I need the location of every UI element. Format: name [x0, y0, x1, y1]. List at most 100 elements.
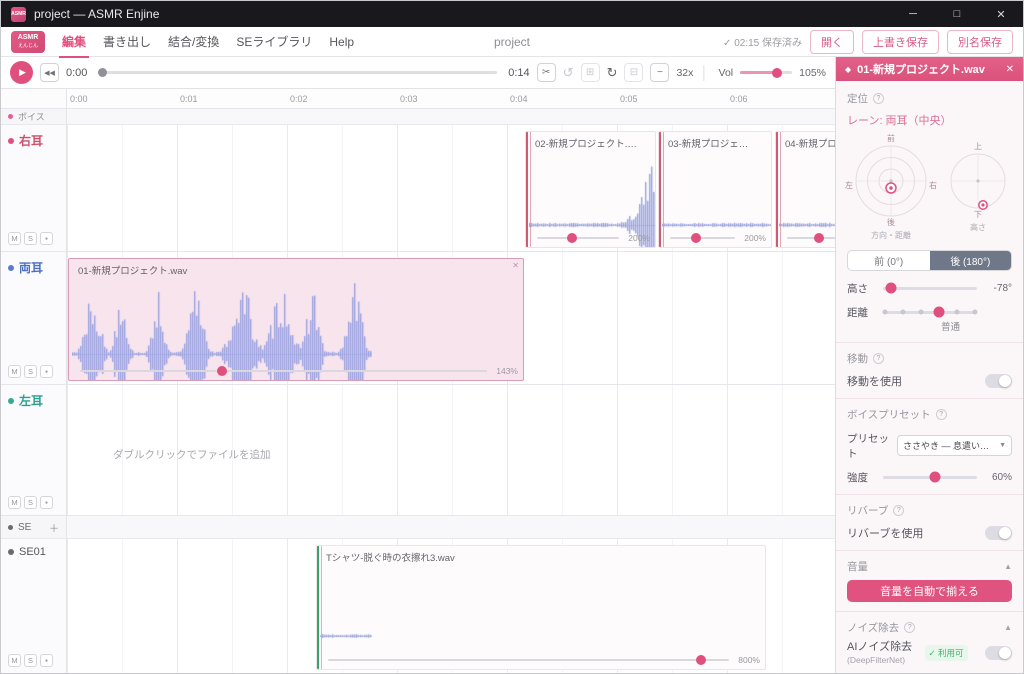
clip-volume-slider[interactable] — [670, 233, 735, 243]
height-slider[interactable] — [883, 282, 977, 294]
marker-button[interactable]: ⊟ — [624, 63, 644, 82]
strength-slider[interactable] — [883, 471, 977, 483]
clip-04[interactable]: 04-新規プロジェクト.wav 200% — [775, 131, 835, 248]
clip-trim-handle[interactable] — [317, 546, 319, 669]
clip-trim-handle[interactable] — [659, 132, 661, 247]
menu-item-help[interactable]: Help — [329, 34, 355, 49]
overwrite-save-button[interactable]: 上書き保存 — [862, 29, 939, 54]
down-label: 下 — [974, 210, 982, 220]
zoom-out-button[interactable]: − — [650, 63, 670, 82]
save-as-button[interactable]: 別名保存 — [947, 29, 1013, 54]
track-color-icon — [8, 137, 14, 144]
help-icon[interactable]: ? — [873, 93, 884, 104]
preset-select[interactable]: ささやき — 息遣い強調 ▼ — [897, 435, 1012, 457]
rewind-button[interactable]: ◀◀ — [40, 63, 59, 82]
undo-icon[interactable]: ↺ — [562, 64, 574, 80]
voice-group-lane — [67, 109, 835, 124]
menu-item-merge-convert[interactable]: 結合/変換 — [168, 35, 220, 49]
track-left-ear-header[interactable]: 左耳 M S ● — [1, 385, 67, 515]
strength-slider-thumb[interactable] — [929, 471, 941, 483]
time-ruler[interactable]: 0:00 0:01 0:02 0:03 0:04 0:05 0:06 — [1, 89, 835, 109]
menu-item-edit[interactable]: 編集 — [58, 35, 90, 58]
ai-noise-toggle[interactable] — [985, 645, 1012, 660]
collapse-icon[interactable]: ▲ — [1004, 561, 1012, 571]
menu-item-export[interactable]: 書き出し — [103, 35, 152, 49]
direction-distance-graph[interactable] — [854, 144, 928, 218]
clip-01-selected[interactable]: 01-新規プロジェクト.wav ✕ 143% — [68, 258, 524, 381]
add-se-track-button[interactable]: ＋ — [49, 523, 59, 535]
track-name: 右耳 — [19, 134, 44, 148]
clip-02[interactable]: 02-新規プロジェクト.wav 200% — [525, 131, 656, 248]
distance-slider-thumb[interactable] — [933, 306, 945, 318]
help-icon[interactable]: ? — [935, 408, 947, 420]
distance-slider[interactable] — [882, 306, 978, 318]
cut-button[interactable]: ✂ — [536, 63, 556, 82]
clip-se[interactable]: Tシャツ-脱ぐ時の衣擦れ3.wav 800% — [316, 545, 766, 670]
clip-volume-thumb[interactable] — [695, 655, 706, 665]
close-button[interactable]: ✕ — [996, 8, 1006, 21]
track-left-ear-lane[interactable]: ダブルクリックでファイルを追加 — [67, 385, 835, 515]
clip-trim-handle[interactable] — [776, 132, 778, 247]
volume-slider[interactable] — [740, 67, 793, 78]
clip-volume-thumb[interactable] — [691, 233, 701, 243]
mute-button[interactable]: M — [8, 232, 21, 245]
track-right-ear-lane[interactable]: 02-新規プロジェクト.wav 200% 03-新規プロジェクト.wav 200… — [67, 125, 835, 251]
clip-volume-slider[interactable] — [80, 366, 487, 376]
collapse-icon[interactable]: ▲ — [1004, 622, 1012, 632]
reverb-toggle[interactable] — [985, 525, 1012, 540]
clip-volume-slider[interactable] — [328, 655, 729, 665]
solo-button[interactable]: S — [24, 496, 37, 509]
minimize-button[interactable]: ─ — [909, 8, 917, 20]
mute-button[interactable]: M — [8, 496, 21, 509]
snap-grid-button[interactable]: ⊞ — [580, 63, 600, 82]
clip-close-icon[interactable]: ✕ — [512, 261, 519, 270]
ai-noise-labels: AIノイズ除去 (DeepFilterNet) — [847, 641, 912, 665]
track-both-ears-header[interactable]: 両耳 M S ● — [1, 252, 67, 384]
auto-volume-button[interactable]: 音量を自動で揃える — [847, 579, 1012, 602]
clip-03[interactable]: 03-新規プロジェクト.wav 200% — [658, 131, 772, 248]
volume-thumb[interactable] — [771, 67, 782, 78]
height-pad[interactable]: 上 下 高さ — [947, 142, 1009, 233]
front-0-button[interactable]: 前 (0°) — [874, 256, 904, 268]
record-button[interactable]: ● — [40, 232, 53, 245]
help-icon[interactable]: ? — [893, 504, 905, 516]
loop-button[interactable]: ↻ — [606, 64, 618, 80]
height-graph[interactable] — [949, 152, 1007, 211]
solo-button[interactable]: S — [24, 365, 37, 378]
clip-volume-slider[interactable] — [787, 233, 835, 243]
height-slider-thumb[interactable] — [885, 282, 897, 294]
track-se01: SE01 M S ● Tシャツ-脱ぐ時の衣擦れ3.wav — [1, 539, 835, 673]
back-180-button[interactable]: 後 (180°) — [929, 250, 1011, 270]
help-icon[interactable]: ? — [904, 621, 916, 633]
track-right-ear-header[interactable]: 右耳 M S ● — [1, 125, 67, 251]
record-button[interactable]: ● — [40, 654, 53, 667]
clip-volume-thumb[interactable] — [217, 366, 228, 376]
seek-slider[interactable] — [98, 68, 498, 77]
editor-main: ▶ ◀◀ 0:00 0:14 ✂ ↺ ⊞ ↻ ⊟ − 32x │ Vol — [1, 57, 836, 673]
clip-volume-thumb[interactable] — [567, 233, 578, 243]
record-button[interactable]: ● — [40, 365, 53, 378]
solo-button[interactable]: S — [24, 232, 37, 245]
menu-item-se-library[interactable]: SEライブラリ — [236, 35, 313, 49]
seek-thumb[interactable] — [98, 68, 108, 77]
solo-button[interactable]: S — [24, 654, 37, 667]
noise-removal-section-title: ノイズ除去 ? ▲ — [847, 620, 1012, 635]
inspector-close-icon[interactable]: ✕ — [1005, 63, 1014, 75]
lane-label: レーン: 両耳（中央） — [847, 115, 952, 127]
play-button[interactable]: ▶ — [10, 61, 33, 84]
mute-button[interactable]: M — [8, 654, 21, 667]
movement-toggle[interactable] — [985, 373, 1012, 388]
track-both-ears-lane[interactable]: 01-新規プロジェクト.wav ✕ 143% — [67, 252, 835, 384]
open-button[interactable]: 開く — [810, 29, 854, 54]
help-icon[interactable]: ? — [873, 352, 884, 364]
maximize-button[interactable]: □ — [953, 8, 961, 20]
clip-volume-thumb[interactable] — [814, 233, 825, 243]
track-se01-header[interactable]: SE01 M S ● — [1, 539, 67, 673]
mute-button[interactable]: M — [8, 365, 21, 378]
position-graphs: 前 左 右 後 — [845, 132, 1012, 243]
clip-volume-slider[interactable] — [537, 233, 619, 243]
track-se01-lane[interactable]: Tシャツ-脱ぐ時の衣擦れ3.wav 800% — [67, 539, 835, 673]
direction-distance-pad[interactable]: 前 左 右 後 — [845, 134, 937, 241]
record-button[interactable]: ● — [40, 496, 53, 509]
clip-trim-handle[interactable] — [526, 132, 528, 247]
